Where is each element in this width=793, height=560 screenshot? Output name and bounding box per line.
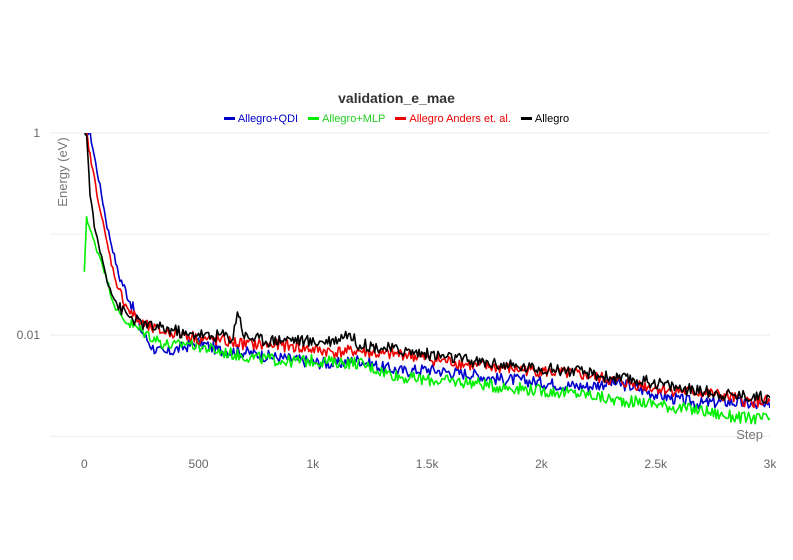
x-tick-label: 500 (189, 457, 209, 471)
x-tick-label: 2.5k (644, 457, 668, 471)
y-tick-label: 1 (33, 126, 40, 140)
series-line-allegro-anders-et-al- (86, 133, 770, 409)
series-line-allegro (84, 133, 770, 404)
legend-label: Allegro Anders et. al. (409, 113, 511, 125)
legend-label: Allegro (534, 113, 570, 125)
chart-title: validation_e_mae (338, 90, 455, 106)
legend-item[interactable]: Allegro Anders et. al. (395, 113, 511, 125)
chart-legend: Allegro+QDI Allegro+MLP Allegro Anders et.… (0, 113, 793, 125)
legend-swatch (520, 116, 532, 120)
y-axis-label: Energy (eV) (55, 137, 70, 206)
legend-item[interactable]: Allegro+MLP (308, 113, 385, 125)
x-axis-label: Step (736, 427, 763, 442)
x-tick-label: 3k (764, 457, 778, 471)
legend-item[interactable]: Allegro+QDI (223, 113, 299, 125)
series-line-allegro-qdi (85, 133, 770, 410)
legend-swatch (395, 116, 407, 120)
legend-item[interactable]: Allegro (520, 113, 570, 125)
y-tick-label: 0.01 (17, 328, 41, 342)
x-tick-label: 1.5k (416, 457, 440, 471)
legend-label: Allegro+QDI (237, 113, 299, 125)
x-tick-label: 2k (535, 457, 549, 471)
legend-label: Allegro+MLP (322, 113, 386, 125)
series-line-allegro-mlp (83, 216, 770, 425)
x-tick-label: 1k (307, 457, 321, 471)
x-tick-label: 0 (81, 457, 88, 471)
legend-swatch (223, 116, 235, 120)
legend-swatch (308, 116, 320, 120)
